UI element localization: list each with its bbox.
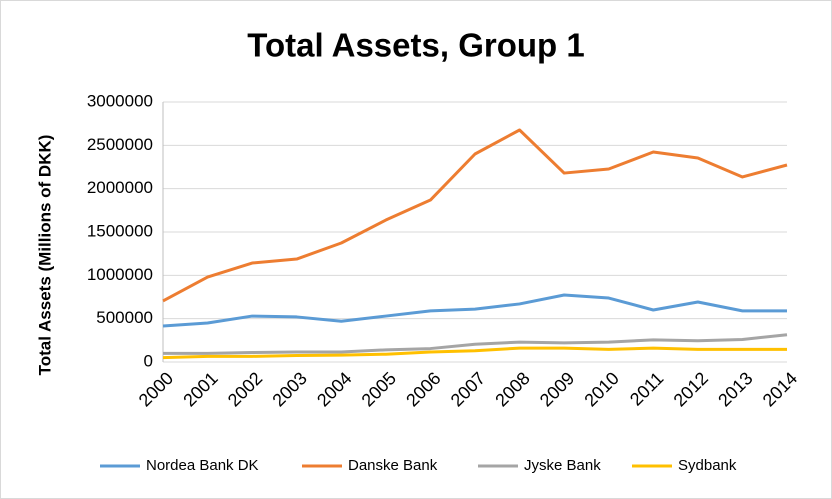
y-tick-label: 2500000 [87, 135, 153, 154]
line-series [162, 293, 787, 328]
legend-label: Jyske Bank [524, 457, 601, 474]
y-tick-label: 1500000 [87, 221, 153, 240]
line-series [163, 333, 788, 355]
line-series [162, 128, 788, 303]
y-tick-label: 1000000 [87, 265, 153, 284]
y-tick-label: 500000 [96, 308, 153, 327]
y-axis-label: Total Assets (Millions of DKK) [35, 135, 54, 376]
line-series [162, 346, 787, 360]
legend-label: Nordea Bank DK [146, 457, 259, 474]
legend-label: Sydbank [678, 457, 737, 474]
y-tick-label: 2000000 [87, 178, 153, 197]
legend-label: Danske Bank [348, 457, 438, 474]
chart-title: Total Assets, Group 1 [247, 27, 584, 64]
y-tick-label: 3000000 [87, 91, 153, 110]
y-tick-label: 0 [144, 351, 153, 370]
